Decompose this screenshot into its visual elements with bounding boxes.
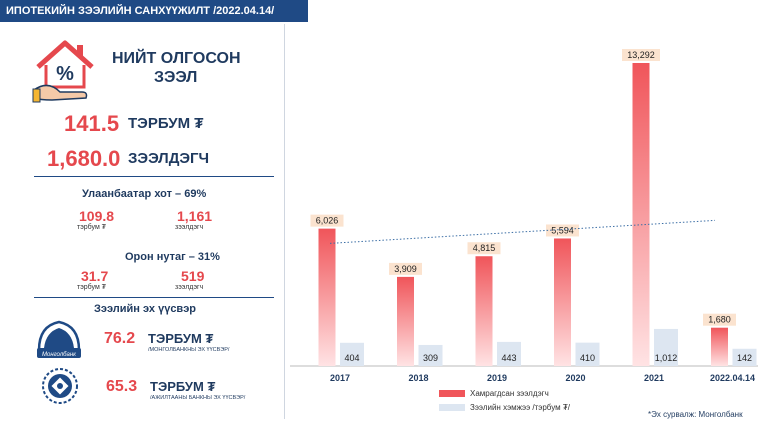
source-commercial-unit: ТЭРБУМ ₮: [150, 379, 216, 394]
x-tick-label: 2022.04.14: [710, 373, 755, 383]
x-tick-label: 2020: [565, 373, 585, 383]
total-amount-unit: ТЭРБУМ ₮: [128, 115, 204, 132]
total-amount-value: 141.5: [64, 111, 120, 136]
svg-text:%: %: [56, 63, 74, 85]
commercial-bank-logo-icon: [42, 368, 78, 404]
summary-title-line2: ЗЭЭЛ: [154, 69, 198, 86]
trendline: [329, 219, 716, 244]
total-borrowers-unit: ЗЭЭЛДЭГЧ: [128, 150, 210, 167]
divider: [34, 297, 274, 298]
bar-loan-amount: [732, 348, 757, 366]
bar-borrowers: [397, 276, 414, 366]
legend-swatch-borrowers: [439, 389, 465, 397]
data-label-borrowers: 5,594: [551, 225, 574, 235]
data-label-loan-amount: 443: [501, 353, 516, 363]
data-label-borrowers: 6,026: [316, 216, 339, 226]
loan-chart: 6,026 404 2017 3,909 309 2018 4,815 443 2019 5,59…: [290, 49, 758, 383]
bar-borrowers: [554, 238, 571, 366]
rural-borrowers: 519: [181, 268, 205, 284]
data-label-bg: [546, 224, 579, 237]
total-borrowers-value: 1,680.0: [47, 146, 121, 171]
mongolbank-logo-icon: Монголбанк: [37, 320, 81, 358]
x-tick-label: 2021: [644, 373, 664, 383]
bar-loan-amount: [654, 328, 678, 366]
rural-amount-label: тэрбум ₮: [77, 284, 106, 291]
bar-borrowers: [711, 327, 728, 366]
house-loan-icon: %: [32, 40, 94, 103]
rural-heading: Орон нутаг – 31%: [125, 251, 220, 263]
sources-heading: Зээлийн эх үүсвэр: [94, 303, 196, 315]
source-mongolbank-caption: /МОНГОЛБАНКНЫ ЭХ ҮҮСВЭР/: [148, 347, 230, 353]
data-label-loan-amount: 142: [737, 353, 752, 363]
ulaanbaatar-amount: 109.8: [79, 208, 115, 224]
svg-text:Монголбанк: Монголбанк: [42, 352, 77, 358]
legend-label-borrowers: Хамрагдсан зээлдэгч: [470, 388, 549, 398]
bar-loan-amount: [497, 341, 521, 366]
data-label-loan-amount: 1,012: [655, 353, 678, 363]
data-label-borrowers: 13,292: [627, 50, 655, 60]
ulaanbaatar-borrowers-label: зээлдэгч: [175, 224, 204, 231]
panel-divider: [284, 24, 285, 419]
data-label-borrowers: 4,815: [473, 243, 496, 253]
chart-legend: Хамрагдсан зээлдэгч Зээлийн хэмжээ /тэрб…: [439, 387, 570, 413]
x-tick-label: 2019: [487, 373, 507, 383]
data-label-loan-amount: 404: [344, 353, 359, 363]
rural-amount: 31.7: [81, 268, 109, 284]
data-label-bg: [467, 242, 501, 255]
source-mongolbank-unit: ТЭРБУМ ₮: [148, 331, 214, 346]
data-label-bg: [703, 313, 736, 326]
bar-borrowers: [318, 228, 336, 366]
data-label-bg: [389, 262, 422, 275]
x-tick-label: 2017: [330, 373, 350, 383]
source-commercial-caption: /АЖИЛТААНЫ БАНКНЫ ЭХ ҮҮСВЭР/: [150, 395, 246, 401]
divider: [34, 176, 274, 177]
summary-title-line1: НИЙТ ОЛГОСОН: [112, 50, 241, 67]
data-label-loan-amount: 309: [423, 353, 438, 363]
rural-borrowers-label: зээлдэгч: [175, 284, 204, 291]
data-label-bg: [622, 49, 660, 61]
bar-borrowers: [475, 256, 493, 366]
data-label-borrowers: 1,680: [708, 315, 731, 325]
source-commercial-value: 65.3: [106, 378, 138, 395]
data-label-bg: [310, 214, 344, 227]
legend-swatch-loan-amount: [439, 403, 465, 411]
bar-loan-amount: [340, 342, 364, 366]
ulaanbaatar-borrowers: 1,161: [177, 208, 213, 224]
ulaanbaatar-heading: Улаанбаатар хот – 69%: [82, 188, 207, 200]
data-label-borrowers: 3,909: [394, 264, 417, 274]
legend-label-loan-amount: Зээлийн хэмжээ /тэрбум ₮/: [470, 402, 570, 412]
x-tick-label: 2018: [408, 373, 428, 383]
data-label-loan-amount: 410: [580, 353, 595, 363]
ulaanbaatar-amount-label: тэрбум ₮: [77, 224, 106, 231]
source-mongolbank-value: 76.2: [104, 330, 136, 347]
source-note: *Эх сурвалж: Монголбанк: [648, 410, 743, 419]
page-title: ИПОТЕКИЙН ЗЭЭЛИЙН САНХҮҮЖИЛТ /2022.04.14…: [6, 5, 275, 17]
bar-borrowers: [632, 63, 650, 366]
bar-loan-amount: [575, 342, 600, 366]
bar-loan-amount: [418, 344, 443, 366]
page-header: ИПОТЕКИЙН ЗЭЭЛИЙН САНХҮҮЖИЛТ /2022.04.14…: [0, 0, 308, 22]
